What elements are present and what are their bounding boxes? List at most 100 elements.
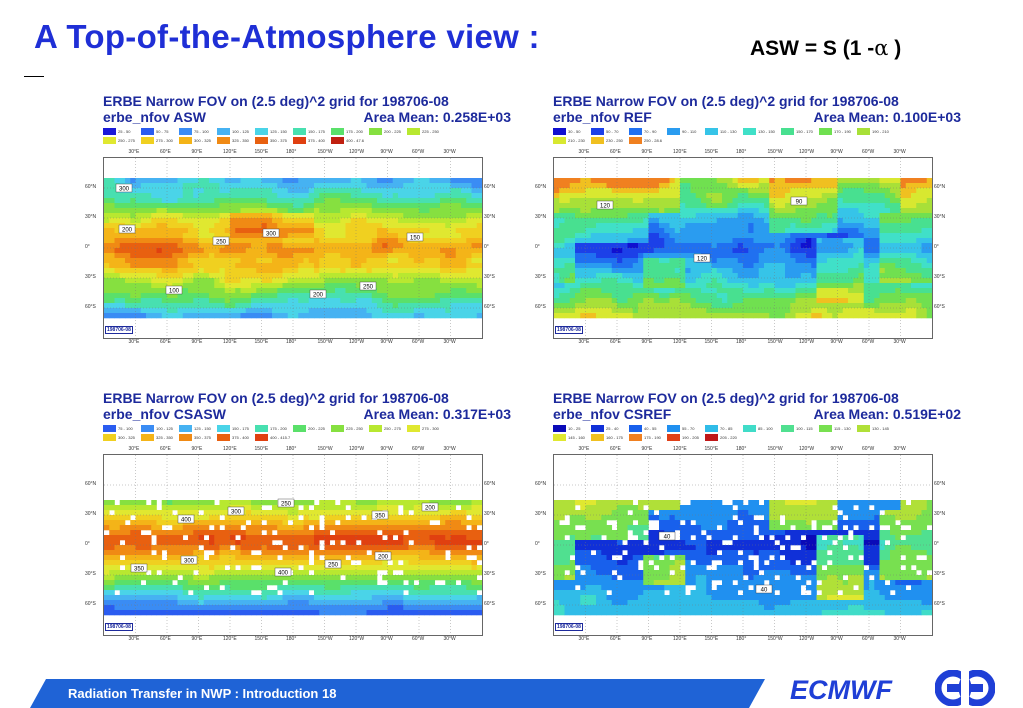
heatmap-cell: [377, 500, 383, 506]
heatmap-cell: [827, 298, 833, 304]
heatmap-cell: [800, 183, 807, 189]
heatmap-cell: [664, 208, 670, 214]
heatmap-cell: [203, 308, 210, 314]
heatmap-cell: [638, 198, 644, 204]
heatmap-cell: [324, 193, 331, 199]
heatmap-cell: [895, 263, 901, 269]
heatmap-cell: [445, 303, 451, 309]
legend-label: 90 - 110: [682, 129, 697, 134]
heatmap-cell: [256, 545, 262, 551]
heatmap-cell: [272, 303, 278, 309]
heatmap-cell: [182, 298, 189, 304]
heatmap-cell: [235, 293, 241, 299]
heatmap-cell: [743, 288, 749, 294]
heatmap-cell: [119, 510, 126, 516]
contour-label-text: 200: [122, 228, 133, 234]
heatmap-cell: [554, 288, 560, 294]
heatmap-cell: [214, 198, 220, 204]
heatmap-cell: [627, 293, 634, 299]
heatmap-cell: [361, 313, 367, 319]
heatmap-cell: [261, 253, 268, 259]
heatmap-cell: [905, 238, 912, 244]
heatmap-cell: [461, 258, 467, 264]
heatmap-cell: [627, 313, 634, 319]
heatmap-cell: [125, 233, 131, 239]
heatmap-cell: [659, 263, 665, 269]
heatmap-cell: [182, 500, 189, 506]
heatmap-cell: [251, 193, 257, 199]
heatmap-cell: [356, 248, 362, 254]
heatmap-cell: [350, 313, 357, 319]
lon-tick-bottom: 60°W: [862, 339, 875, 345]
heatmap-cell: [471, 228, 478, 234]
heatmap-cell: [821, 248, 828, 254]
heatmap-cell: [424, 203, 430, 209]
heatmap-cell: [146, 520, 152, 526]
heatmap-cell: [476, 308, 482, 314]
heatmap-cell: [685, 313, 691, 319]
heatmap-cell: [648, 263, 655, 269]
heatmap-cell: [653, 178, 660, 184]
heatmap-cell: [377, 520, 383, 526]
heatmap-cell: [329, 308, 336, 314]
heatmap-cell: [874, 193, 880, 199]
heatmap-cell: [884, 183, 891, 189]
heatmap-cell: [627, 263, 634, 269]
heatmap-cell: [837, 213, 844, 219]
heatmap-cell: [569, 303, 576, 309]
heatmap-cell: [450, 233, 457, 239]
heatmap-cell: [256, 520, 262, 526]
heatmap-cells: [554, 178, 932, 319]
heatmap-cell: [119, 545, 126, 551]
heatmap-cell: [135, 178, 142, 184]
heatmap-cell: [695, 313, 702, 319]
heatmap-cell: [476, 273, 482, 279]
heatmap-cell: [711, 188, 718, 194]
heatmap-cell: [104, 303, 110, 309]
heatmap-cell: [413, 525, 420, 531]
heatmap-cell: [282, 505, 289, 511]
heatmap-cell: [575, 198, 581, 204]
heatmap-cell: [314, 208, 320, 214]
heatmap-cell: [580, 268, 586, 274]
heatmap-cell: [895, 213, 901, 219]
heatmap-cell: [240, 198, 247, 204]
heatmap-cell: [748, 243, 754, 249]
heatmap-cell: [590, 298, 597, 304]
heatmap-cell: [272, 525, 278, 531]
heatmap-cell: [748, 288, 754, 294]
heatmap-cell: [669, 298, 676, 304]
heatmap-cell: [466, 530, 472, 536]
heatmap-cell: [235, 198, 241, 204]
heatmap-cell: [926, 288, 932, 294]
heatmap-cell: [800, 228, 807, 234]
heatmap-cell: [440, 540, 446, 546]
heatmap-cell: [890, 258, 896, 264]
heatmap-cell: [287, 188, 294, 194]
heatmap-cell: [366, 223, 373, 229]
heatmap-cell: [450, 535, 457, 541]
heatmap-cell: [758, 208, 765, 214]
heatmap-cell: [785, 198, 791, 204]
heatmap-cell: [837, 188, 844, 194]
legend-swatch: [179, 434, 192, 441]
heatmap-cell: [161, 530, 168, 536]
heatmap-cell: [356, 530, 362, 536]
heatmap-cell: [779, 238, 786, 244]
legend-swatch: [179, 128, 192, 135]
legend-item: 210 - 230: [553, 137, 585, 144]
heatmap-cell: [256, 298, 262, 304]
heatmap-cell: [748, 303, 754, 309]
heatmap-cell: [335, 268, 341, 274]
heatmap-cell: [198, 203, 205, 209]
heatmap-cell: [303, 308, 310, 314]
heatmap-cell: [424, 525, 430, 531]
heatmap-cell: [461, 203, 467, 209]
heatmap-cell: [648, 178, 655, 184]
heatmap-cell: [722, 303, 728, 309]
heatmap-cell: [240, 273, 247, 279]
heatmap-cell: [308, 253, 315, 259]
heatmap-cell: [842, 218, 849, 224]
heatmap-cell: [622, 188, 628, 194]
heatmap-cell: [298, 273, 304, 279]
